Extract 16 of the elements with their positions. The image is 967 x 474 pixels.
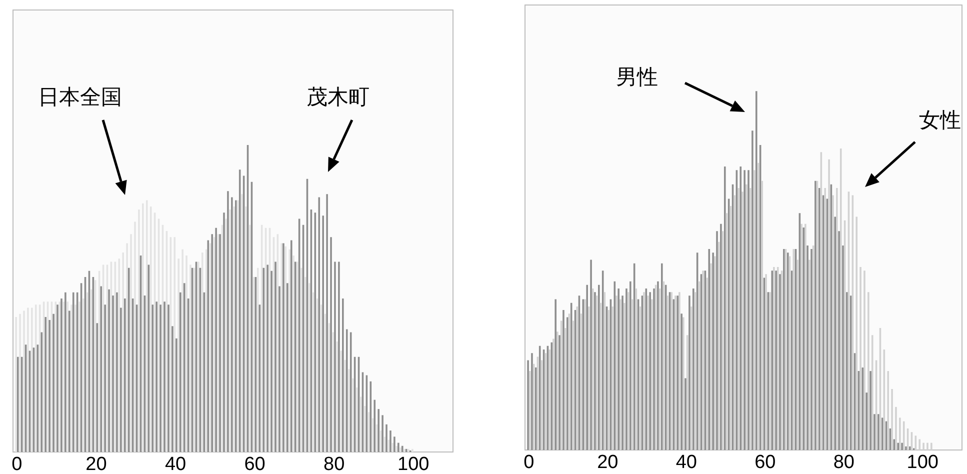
text: 男性 bbox=[616, 65, 658, 89]
x-tick-label: 40 bbox=[676, 452, 697, 473]
x-tick-label: 80 bbox=[833, 452, 854, 473]
x-tick-label: 100 bbox=[906, 452, 938, 473]
text: 茂木町 bbox=[306, 85, 370, 109]
x-tick-label: 80 bbox=[324, 454, 345, 474]
x-tick-label: 60 bbox=[754, 452, 776, 473]
x-tick-label: 100 bbox=[398, 454, 430, 474]
annotation: 女性 bbox=[919, 108, 961, 132]
text: 日本全国 bbox=[38, 85, 122, 109]
x-tick-label: 0 bbox=[12, 454, 22, 474]
x-tick-label: 40 bbox=[164, 454, 186, 474]
x-tick-label: 60 bbox=[244, 454, 266, 474]
x-tick-label: 0 bbox=[524, 452, 534, 473]
x-tick-label: 20 bbox=[597, 452, 618, 473]
x-tick-label: 20 bbox=[86, 454, 107, 474]
